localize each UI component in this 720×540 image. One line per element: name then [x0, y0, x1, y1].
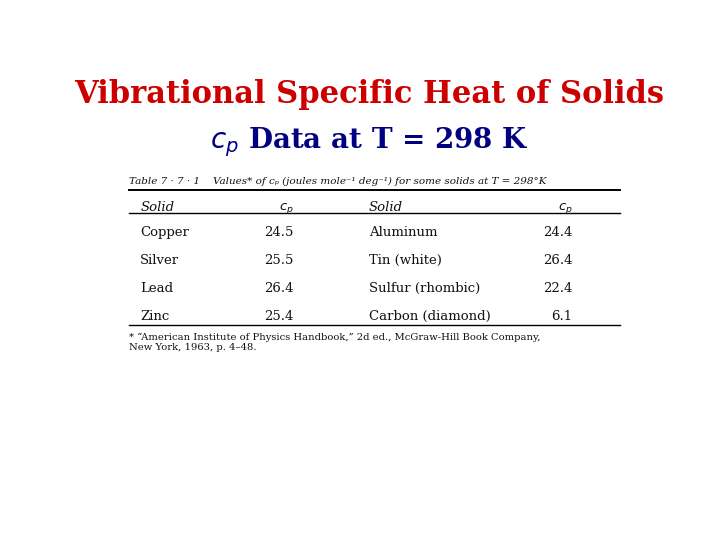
Text: Solid: Solid — [369, 201, 403, 214]
Text: 24.5: 24.5 — [264, 226, 294, 239]
Text: $c_p$: $c_p$ — [558, 201, 572, 216]
Text: Silver: Silver — [140, 254, 179, 267]
Text: Aluminum: Aluminum — [369, 226, 438, 239]
Text: 22.4: 22.4 — [544, 282, 572, 295]
Text: 6.1: 6.1 — [552, 310, 572, 323]
Text: $c_p$ Data at T = 298 K: $c_p$ Data at T = 298 K — [210, 125, 528, 159]
Text: Sulfur (rhombic): Sulfur (rhombic) — [369, 282, 480, 295]
Text: 24.4: 24.4 — [544, 226, 572, 239]
Text: Lead: Lead — [140, 282, 174, 295]
Text: Table 7 · 7 · 1    Values* of cₚ (joules mole⁻¹ deg⁻¹) for some solids at T = 29: Table 7 · 7 · 1 Values* of cₚ (joules mo… — [129, 177, 546, 186]
Text: Vibrational Specific Heat of Solids: Vibrational Specific Heat of Solids — [74, 79, 664, 110]
Text: $c_p$: $c_p$ — [279, 201, 294, 216]
Text: 26.4: 26.4 — [264, 282, 294, 295]
Text: * “American Institute of Physics Handbook,” 2d ed., McGraw-Hill Book Company,
Ne: * “American Institute of Physics Handboo… — [129, 333, 541, 352]
Text: Tin (white): Tin (white) — [369, 254, 442, 267]
Text: Zinc: Zinc — [140, 310, 169, 323]
Text: 26.4: 26.4 — [543, 254, 572, 267]
Text: Carbon (diamond): Carbon (diamond) — [369, 310, 491, 323]
Text: 25.5: 25.5 — [264, 254, 294, 267]
Text: Solid: Solid — [140, 201, 174, 214]
Text: Copper: Copper — [140, 226, 189, 239]
Text: 25.4: 25.4 — [264, 310, 294, 323]
